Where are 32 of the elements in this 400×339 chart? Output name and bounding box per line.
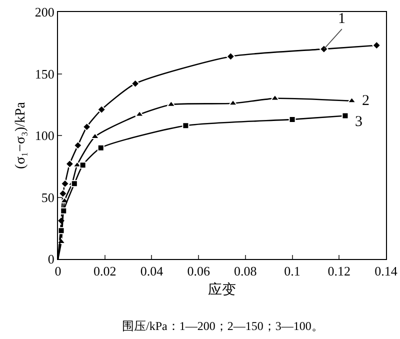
y-tick-label: 100 — [34, 128, 54, 144]
y-tick-label: 200 — [34, 4, 54, 20]
x-axis-title: 应变 — [208, 282, 236, 298]
x-tick-label: 0.04 — [140, 264, 164, 279]
point — [97, 105, 106, 114]
point — [79, 162, 86, 169]
series-label: 1 — [338, 11, 346, 27]
series-label: 2 — [362, 93, 370, 109]
x-tick-label: 0.14 — [374, 264, 398, 279]
point — [226, 52, 236, 61]
point — [60, 207, 68, 214]
point — [60, 179, 70, 188]
point — [97, 144, 104, 152]
series-label: 3 — [355, 114, 362, 130]
x-tick-label: 0.08 — [234, 264, 257, 279]
x-tick-label: 0.1 — [284, 264, 300, 279]
point — [58, 227, 65, 234]
x-tick-label: 0.12 — [328, 264, 351, 279]
point — [74, 140, 82, 150]
y-tick-label: 50 — [41, 190, 54, 205]
y-axis-title: (σ₁−σ₃)/kPa — [14, 101, 28, 169]
x-tick-label: 0.06 — [187, 264, 210, 279]
point — [228, 99, 238, 106]
y-tick-label: 0 — [48, 252, 54, 267]
y-tick-label: 150 — [34, 66, 54, 82]
point — [58, 189, 68, 198]
point — [70, 180, 78, 188]
text: 围压/kPa：1—200；2—150；3—100。 — [122, 319, 324, 333]
point — [320, 44, 328, 54]
point — [182, 122, 190, 130]
point — [342, 112, 349, 120]
x-tick-label: 0.02 — [93, 264, 116, 279]
